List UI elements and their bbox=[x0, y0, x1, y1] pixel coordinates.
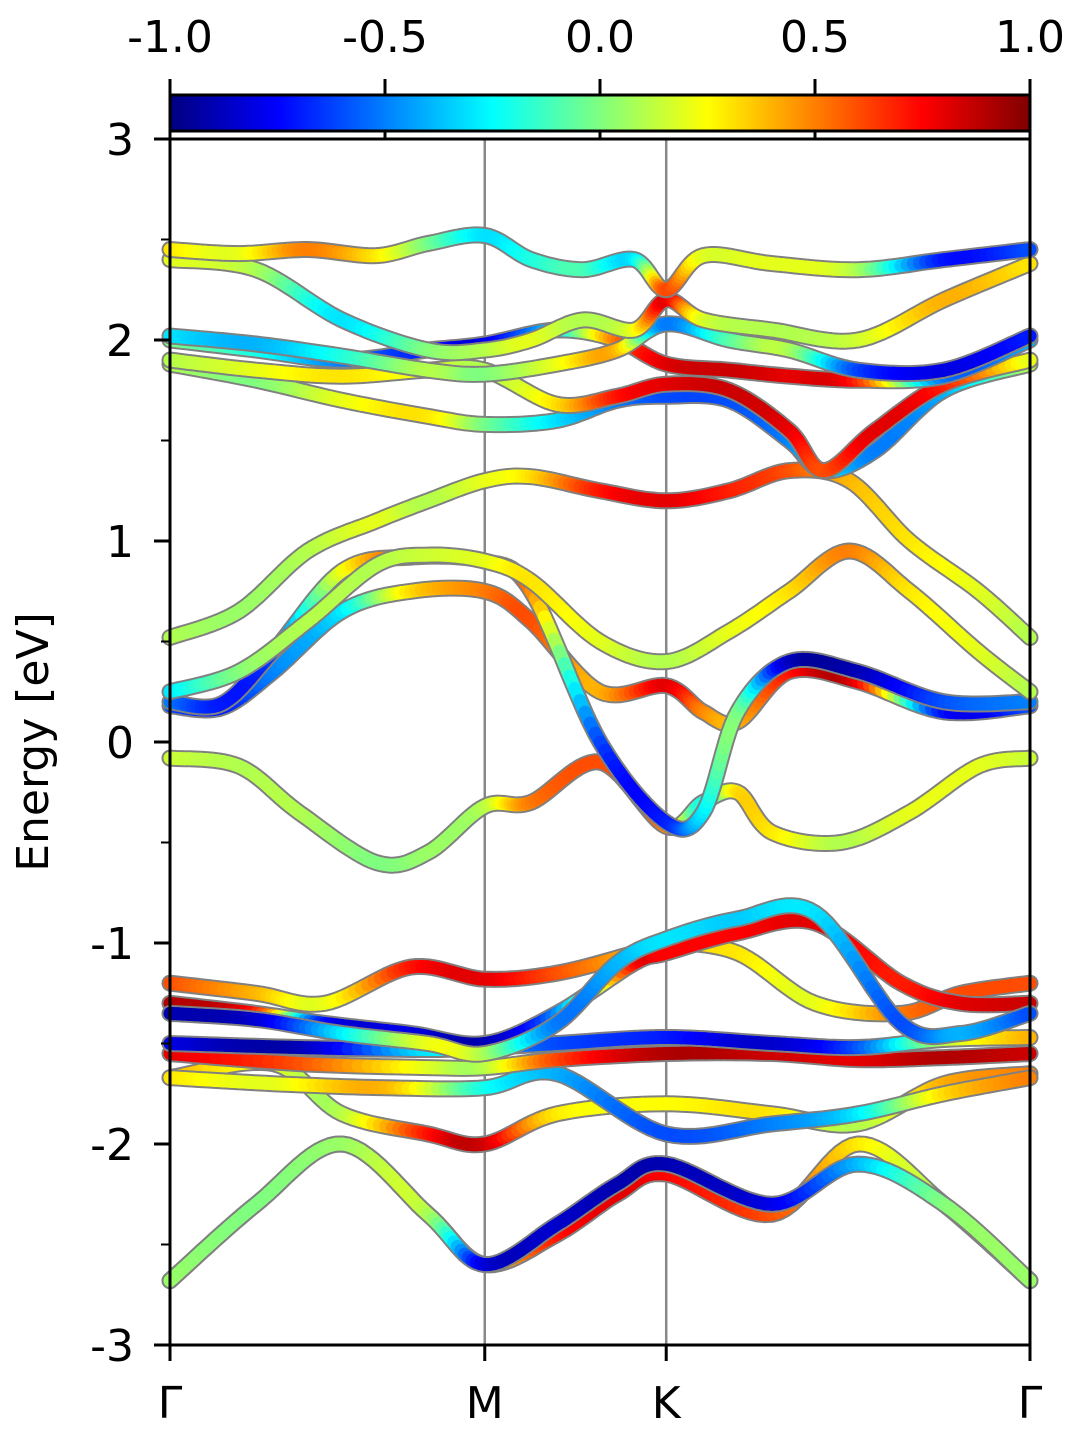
band-series-line bbox=[161, 542, 1039, 701]
band-series-line bbox=[161, 1135, 1039, 1290]
y-tick-label: 3 bbox=[106, 115, 134, 166]
colorbar-gradient bbox=[168, 93, 1032, 133]
y-axis-label: Energy [eV] bbox=[8, 612, 59, 872]
band-series-line bbox=[161, 1063, 1039, 1145]
band-series bbox=[161, 226, 1039, 1290]
band-series-line bbox=[161, 897, 1039, 1063]
band-series-line bbox=[161, 1029, 1039, 1058]
band-series-line bbox=[161, 226, 1039, 299]
y-tick-label: 2 bbox=[106, 316, 134, 367]
band-series-line bbox=[161, 315, 1039, 383]
x-tick-label: Γ bbox=[1018, 1378, 1043, 1429]
x-tick-label: M bbox=[466, 1378, 504, 1429]
colorbar-tick-label: 0.5 bbox=[780, 12, 850, 63]
colorbar-tick-label: 1.0 bbox=[995, 12, 1065, 63]
y-axis: 3 2 1 0 -1 -2 -3 bbox=[90, 115, 170, 1372]
x-tick-label: K bbox=[652, 1378, 682, 1429]
x-tick-label: Γ bbox=[158, 1378, 183, 1429]
y-tick-label: 0 bbox=[106, 718, 134, 769]
colorbar: -1.0 -0.5 0.0 0.5 1.0 bbox=[127, 12, 1065, 139]
colorbar-tick-label: -0.5 bbox=[342, 12, 428, 63]
colorbar-tick-label: -1.0 bbox=[127, 12, 213, 63]
colorbar-tick-label: 0.0 bbox=[565, 12, 635, 63]
colorbar-ticks: -1.0 -0.5 0.0 0.5 1.0 bbox=[127, 12, 1065, 139]
y-tick-label: -2 bbox=[90, 1120, 134, 1171]
plot-area: 3 2 1 0 -1 -2 -3 Γ M K Γ Energy [eV] bbox=[8, 115, 1043, 1429]
band-series-line bbox=[161, 461, 1039, 646]
band-series-line bbox=[161, 1044, 1039, 1077]
y-tick-label: -1 bbox=[90, 919, 134, 970]
band-series-line bbox=[161, 251, 1039, 362]
band-series-line bbox=[161, 749, 1039, 874]
y-tick-label: -3 bbox=[90, 1321, 134, 1372]
y-tick-label: 1 bbox=[106, 517, 134, 568]
